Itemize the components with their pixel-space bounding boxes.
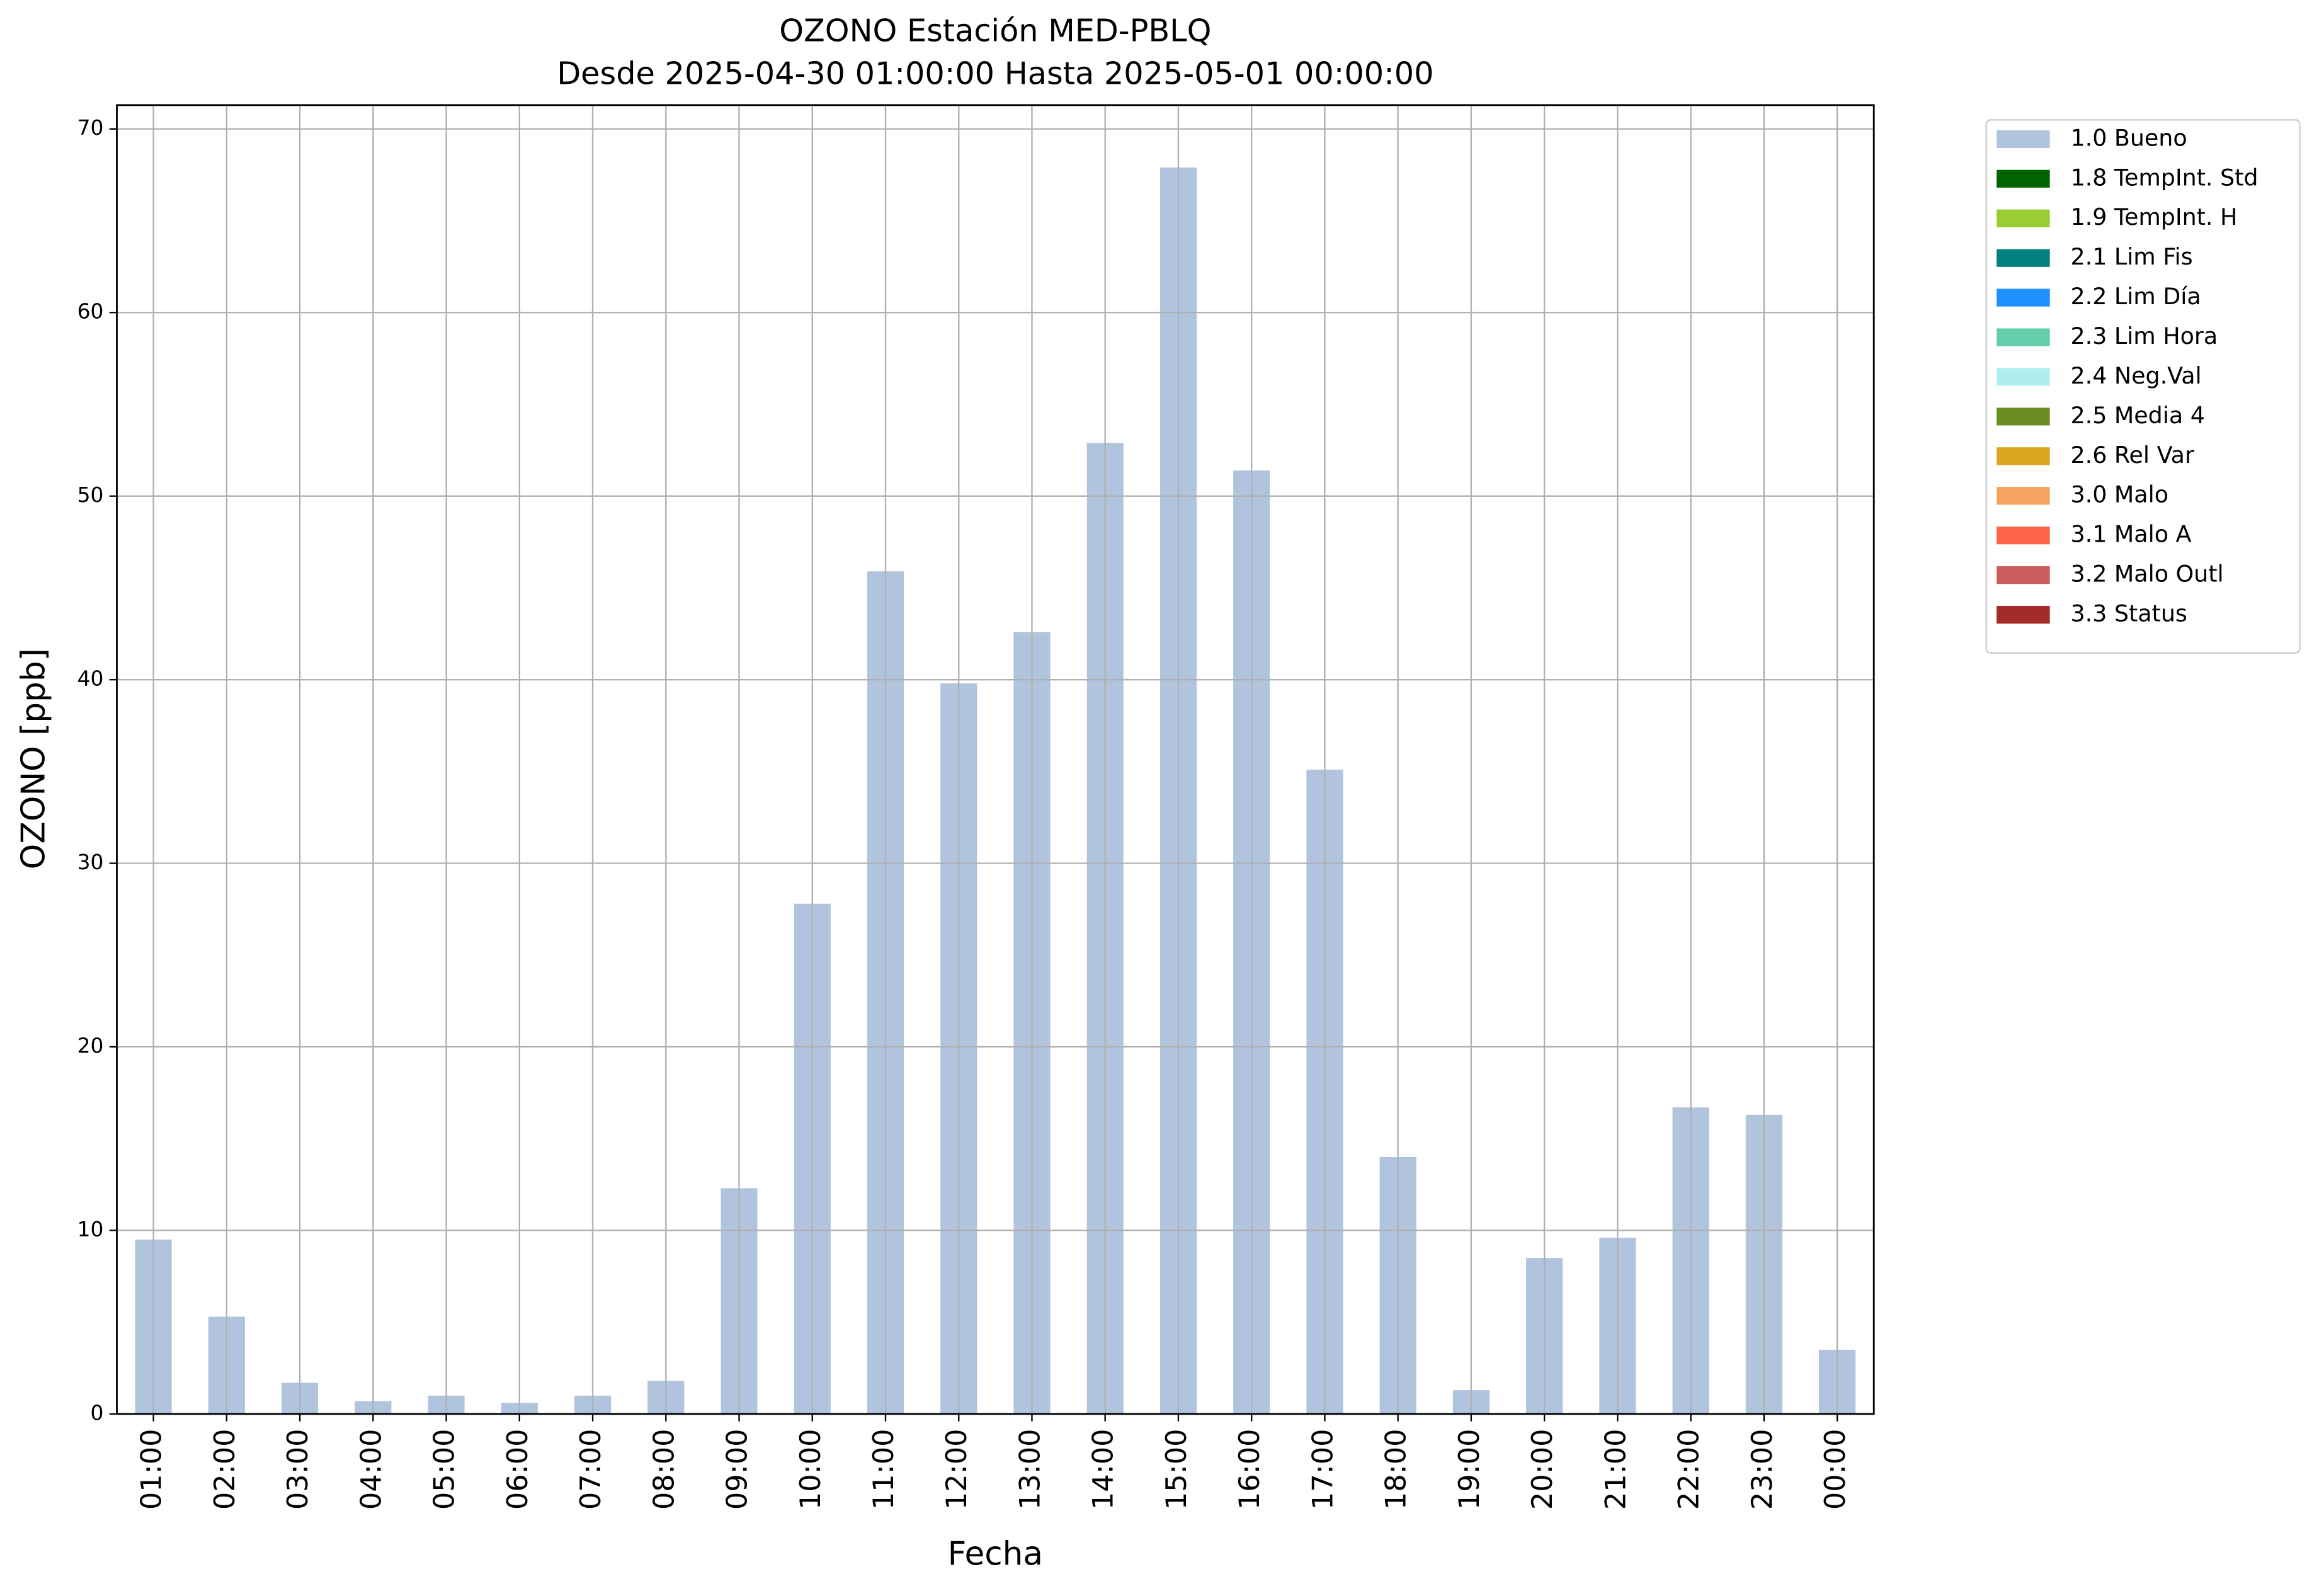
plot-frame (116, 104, 1875, 1415)
legend-box (1985, 119, 2301, 654)
x-tick-label: 06:00 (501, 1429, 534, 1510)
legend-swatch (1997, 566, 2050, 584)
x-tick-label: 03:00 (282, 1429, 314, 1510)
x-tick-label: 02:00 (208, 1429, 241, 1510)
y-tick-label: 40 (77, 666, 104, 691)
legend-swatch (1997, 447, 2050, 465)
x-tick-label: 21:00 (1599, 1429, 1632, 1510)
legend-swatch (1997, 288, 2050, 307)
legend-swatch (1997, 169, 2050, 188)
legend-swatch (1997, 130, 2050, 148)
legend-label: 1.8 TempInt. Std (2071, 164, 2259, 191)
legend-label: 3.3 Status (2071, 600, 2187, 627)
legend-swatch (1997, 605, 2050, 624)
x-tick-label: 07:00 (574, 1429, 607, 1510)
x-tick-label: 15:00 (1160, 1429, 1193, 1510)
x-tick-label: 19:00 (1453, 1429, 1486, 1510)
legend-label: 2.3 Lim Hora (2071, 322, 2218, 350)
x-tick-label: 22:00 (1673, 1429, 1706, 1510)
legend-swatch (1997, 249, 2050, 267)
y-tick-label: 10 (77, 1217, 104, 1241)
legend-label: 3.0 Malo (2071, 481, 2168, 508)
y-tick-label: 60 (77, 299, 104, 324)
x-tick-label: 20:00 (1526, 1429, 1559, 1510)
x-tick-label: 16:00 (1233, 1429, 1266, 1510)
legend-swatch (1997, 368, 2050, 386)
legend-swatch (1997, 487, 2050, 505)
legend-label: 2.2 Lim Día (2071, 283, 2201, 310)
legend-label: 1.0 Bueno (2071, 124, 2187, 151)
x-axis-label: Fecha (948, 1535, 1043, 1573)
legend-swatch (1997, 328, 2050, 346)
x-tick-label: 23:00 (1746, 1429, 1779, 1510)
x-tick-label: 01:00 (135, 1429, 168, 1510)
x-tick-label: 10:00 (794, 1429, 827, 1510)
x-tick-label: 05:00 (428, 1429, 461, 1510)
y-axis-label: OZONO [ppb] (14, 648, 52, 869)
x-tick-label: 18:00 (1380, 1429, 1413, 1510)
legend-label: 1.9 TempInt. H (2071, 203, 2238, 231)
x-tick-label: 09:00 (721, 1429, 754, 1510)
x-tick-label: 04:00 (355, 1429, 387, 1510)
y-tick-label: 50 (77, 482, 104, 507)
legend-label: 2.4 Neg.Val (2071, 362, 2202, 389)
x-tick-label: 14:00 (1087, 1429, 1120, 1510)
y-tick-label: 70 (77, 115, 104, 140)
x-tick-label: 12:00 (940, 1429, 973, 1510)
chart-title: OZONO Estación MED-PBLQ (779, 12, 1211, 48)
y-tick-label: 30 (77, 850, 104, 874)
y-tick-label: 0 (90, 1401, 103, 1425)
legend-label: 3.1 Malo A (2071, 521, 2192, 548)
x-tick-label: 08:00 (647, 1429, 680, 1510)
legend-label: 3.2 Malo Outl (2071, 561, 2224, 588)
legend-label: 2.1 Lim Fis (2071, 243, 2193, 270)
legend-swatch (1997, 408, 2050, 426)
legend-swatch (1997, 209, 2050, 227)
legend-swatch (1997, 527, 2050, 545)
x-tick-label: 11:00 (867, 1429, 900, 1510)
x-tick-label: 17:00 (1306, 1429, 1339, 1510)
legend-label: 2.5 Media 4 (2071, 402, 2205, 429)
x-tick-label: 00:00 (1819, 1429, 1852, 1510)
chart-subtitle: Desde 2025-04-30 01:00:00 Hasta 2025-05-… (557, 55, 1433, 91)
y-tick-label: 20 (77, 1034, 104, 1058)
legend-label: 2.6 Rel Var (2071, 442, 2194, 469)
x-tick-label: 13:00 (1013, 1429, 1046, 1510)
